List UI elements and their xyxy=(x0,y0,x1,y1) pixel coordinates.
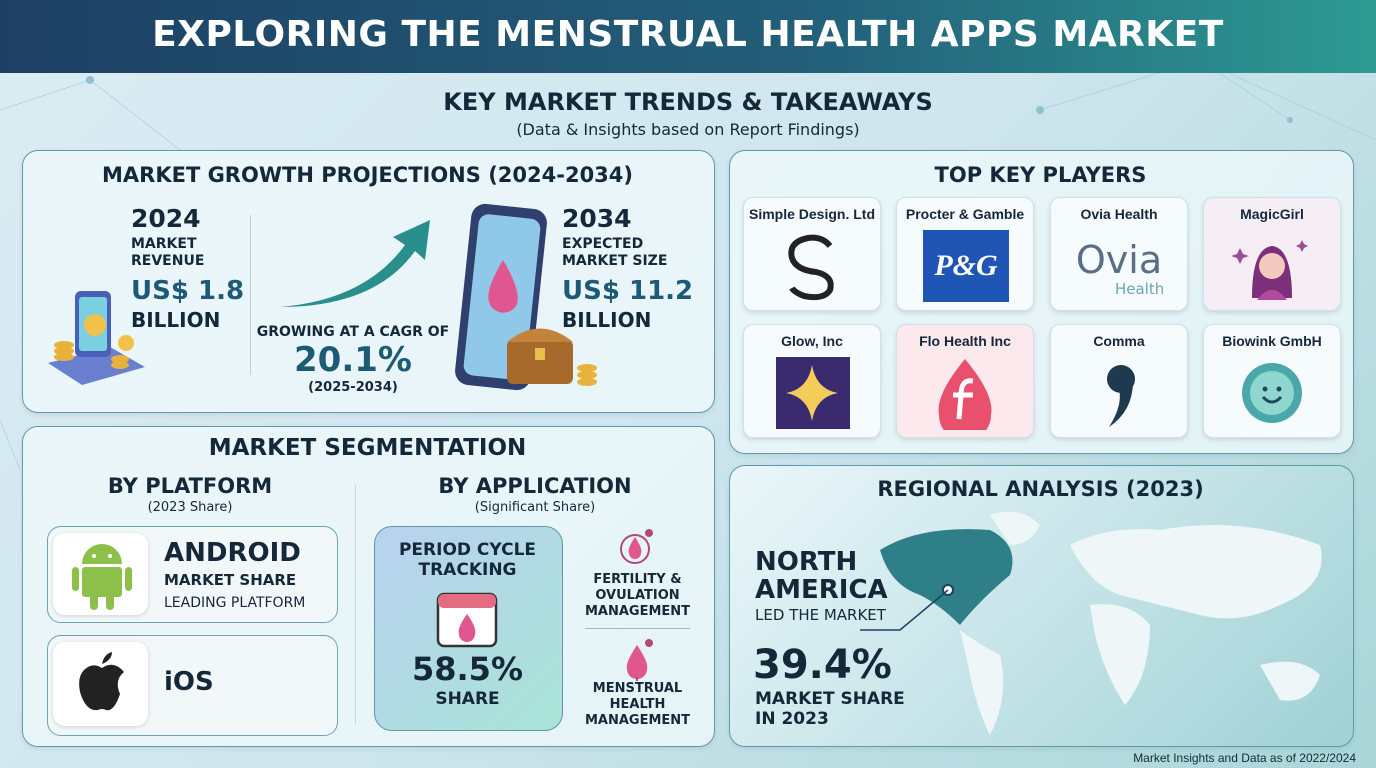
application-name: PERIOD CYCLE TRACKING xyxy=(398,540,537,580)
subsection-title: BY PLATFORM xyxy=(107,474,273,498)
apple-icon xyxy=(79,652,124,711)
header-bar xyxy=(0,0,1376,73)
phone-coins-icon xyxy=(48,291,145,385)
player-card: Comma xyxy=(1050,324,1188,438)
player-card: Procter & Gamble P&G xyxy=(896,197,1034,311)
player-name: MagicGirl xyxy=(1240,206,1304,222)
player-name: Simple Design. Ltd xyxy=(748,206,875,222)
application-value: 58.5% xyxy=(411,650,523,688)
android-icon xyxy=(72,544,132,610)
player-logo xyxy=(788,234,834,301)
footer-note: Market Insights and Data as of 2022/2024 xyxy=(1133,751,1356,765)
player-card: Biowink GmbH xyxy=(1203,324,1341,438)
player-card: Simple Design. Ltd xyxy=(743,197,881,311)
panel-title: MARKET GROWTH PROJECTIONS (2024-2034) xyxy=(102,163,633,187)
menstrual-icon xyxy=(626,639,653,681)
region-note: LED THE MARKET xyxy=(755,606,886,624)
end-label: EXPECTED MARKET SIZE xyxy=(562,236,668,269)
start-label: MARKET REVENUE xyxy=(131,236,205,269)
player-name: Ovia Health xyxy=(1080,206,1158,222)
player-card: MagicGirl xyxy=(1203,197,1341,311)
section-title: KEY MARKET TRENDS & TAKEAWAYS xyxy=(443,88,933,116)
player-card: Flo Health Inc xyxy=(896,324,1034,438)
player-logo xyxy=(1242,363,1302,423)
cagr-label: GROWING AT A CAGR OF xyxy=(256,324,450,340)
subsection-title: BY APPLICATION xyxy=(438,474,632,498)
cagr-value: 20.1% xyxy=(294,340,412,380)
player-logo: P&G xyxy=(923,230,1009,302)
end-unit: BILLION xyxy=(562,308,652,332)
page-title: EXPLORING THE MENSTRUAL HEALTH APPS MARK… xyxy=(152,14,1224,55)
application-name: MENSTRUAL HEALTH MANAGEMENT xyxy=(584,681,691,728)
divider xyxy=(355,485,356,725)
player-name: Comma xyxy=(1093,333,1145,349)
application-name: FERTILITY & OVULATION MANAGEMENT xyxy=(584,572,691,619)
player-name: Procter & Gamble xyxy=(905,206,1025,222)
panel-title: REGIONAL ANALYSIS (2023) xyxy=(877,477,1204,501)
world-map xyxy=(860,511,1322,735)
platform-line: LEADING PLATFORM xyxy=(164,595,306,611)
fertility-icon xyxy=(620,529,653,564)
player-card: Ovia Health Ovia Health xyxy=(1050,197,1188,311)
end-year: 2034 xyxy=(562,204,632,233)
panel-title: TOP KEY PLAYERS xyxy=(934,163,1147,187)
player-logo xyxy=(1107,365,1135,427)
growth-arrow xyxy=(280,220,430,307)
player-name: Flo Health Inc xyxy=(919,333,1011,349)
calendar-icon xyxy=(436,592,498,648)
application-unit: SHARE xyxy=(435,689,500,709)
panel-title: MARKET SEGMENTATION xyxy=(208,435,527,461)
player-logo xyxy=(776,357,850,429)
divider xyxy=(585,628,690,629)
platform-line: MARKET SHARE xyxy=(164,571,297,589)
platform-name: iOS xyxy=(164,667,214,697)
player-logo xyxy=(938,359,992,430)
start-unit: BILLION xyxy=(131,308,221,332)
player-logo: Ovia xyxy=(1075,238,1163,282)
start-value: US$ 1.8 xyxy=(131,276,245,306)
region-value: 39.4% xyxy=(753,642,892,688)
player-card: Glow, Inc xyxy=(743,324,881,438)
player-logo-sub: Health xyxy=(1115,280,1165,298)
subsection-subtitle: (Significant Share) xyxy=(474,500,596,515)
divider xyxy=(250,215,251,375)
region-name: NORTH AMERICA xyxy=(755,547,888,605)
region-label: MARKET SHARE IN 2023 xyxy=(755,689,905,729)
cagr-period: (2025-2034) xyxy=(308,380,398,395)
platform-name: ANDROID xyxy=(164,538,301,568)
player-logo xyxy=(1232,240,1308,300)
section-subtitle: (Data & Insights based on Report Finding… xyxy=(516,120,860,139)
player-name: Biowink GmbH xyxy=(1222,333,1322,349)
start-year: 2024 xyxy=(131,204,201,233)
player-name: Glow, Inc xyxy=(781,333,843,349)
subsection-subtitle: (2023 Share) xyxy=(147,500,233,515)
end-value: US$ 11.2 xyxy=(562,276,694,306)
phone-chest-icon xyxy=(455,203,597,391)
